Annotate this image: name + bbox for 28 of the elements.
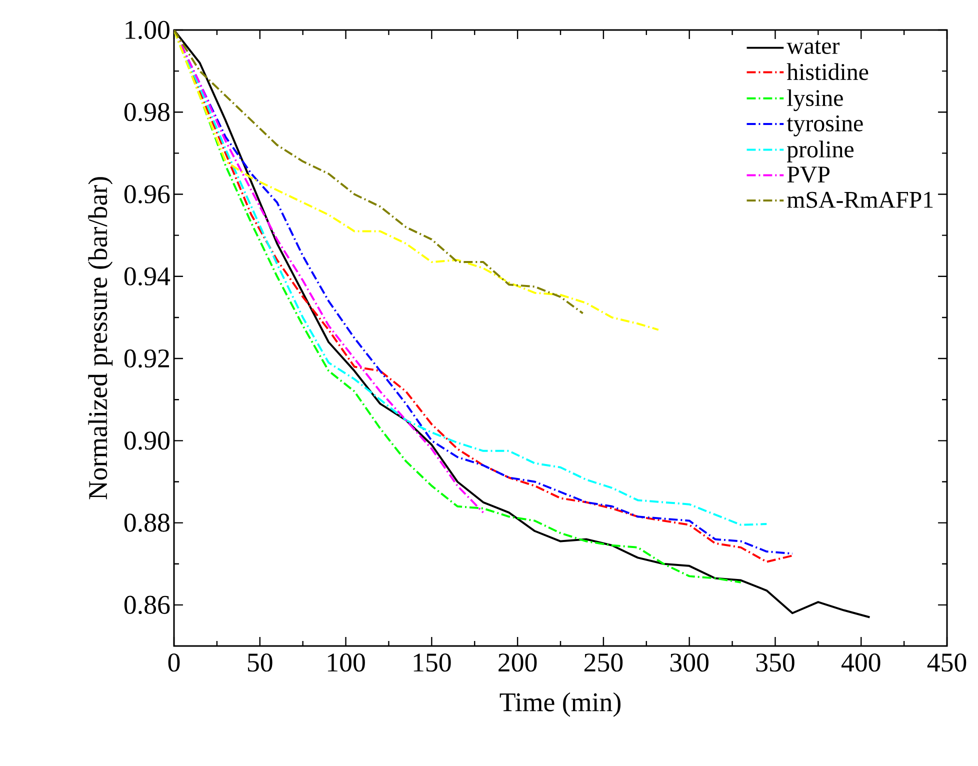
x-tick-label: 300	[670, 654, 708, 672]
x-tick-label: 250	[584, 654, 623, 672]
y-tick-label: 0.98	[124, 102, 170, 122]
y-tick-label: 0.92	[124, 349, 169, 368]
y-tick-label: 0.94	[124, 267, 170, 286]
y-tick-label: 0.86	[124, 596, 170, 614]
legend-label: water	[786, 40, 840, 54]
y-axis-title: Normalized pressure (bar/bar)	[88, 177, 113, 500]
x-tick-label: 50	[248, 654, 272, 672]
x-tick-label: 100	[328, 654, 365, 672]
y-tick-label: 0.90	[124, 432, 170, 450]
y-tick-label: 1.00	[126, 20, 170, 40]
x-tick-label: 400	[841, 654, 880, 672]
legend-label: PVP	[787, 166, 830, 183]
x-tick-label: 0	[168, 654, 180, 672]
legend-label: mSA-RmAFP1	[787, 192, 933, 208]
legend-label: tyrosine	[786, 115, 863, 136]
y-tick-label: 0.88	[124, 514, 170, 532]
y-tick-label: 0.96	[124, 185, 170, 204]
legend-label: histidine	[786, 63, 868, 80]
legend-label: proline	[787, 140, 854, 162]
x-tick-label: 200	[498, 654, 537, 672]
x-tick-label: 350	[756, 654, 794, 672]
x-axis-title: Time (min)	[500, 692, 620, 717]
line-series	[174, 30, 584, 314]
legend-label: lysine	[787, 89, 843, 112]
x-tick-label: 450	[927, 654, 966, 672]
x-tick-label: 150	[414, 654, 451, 672]
